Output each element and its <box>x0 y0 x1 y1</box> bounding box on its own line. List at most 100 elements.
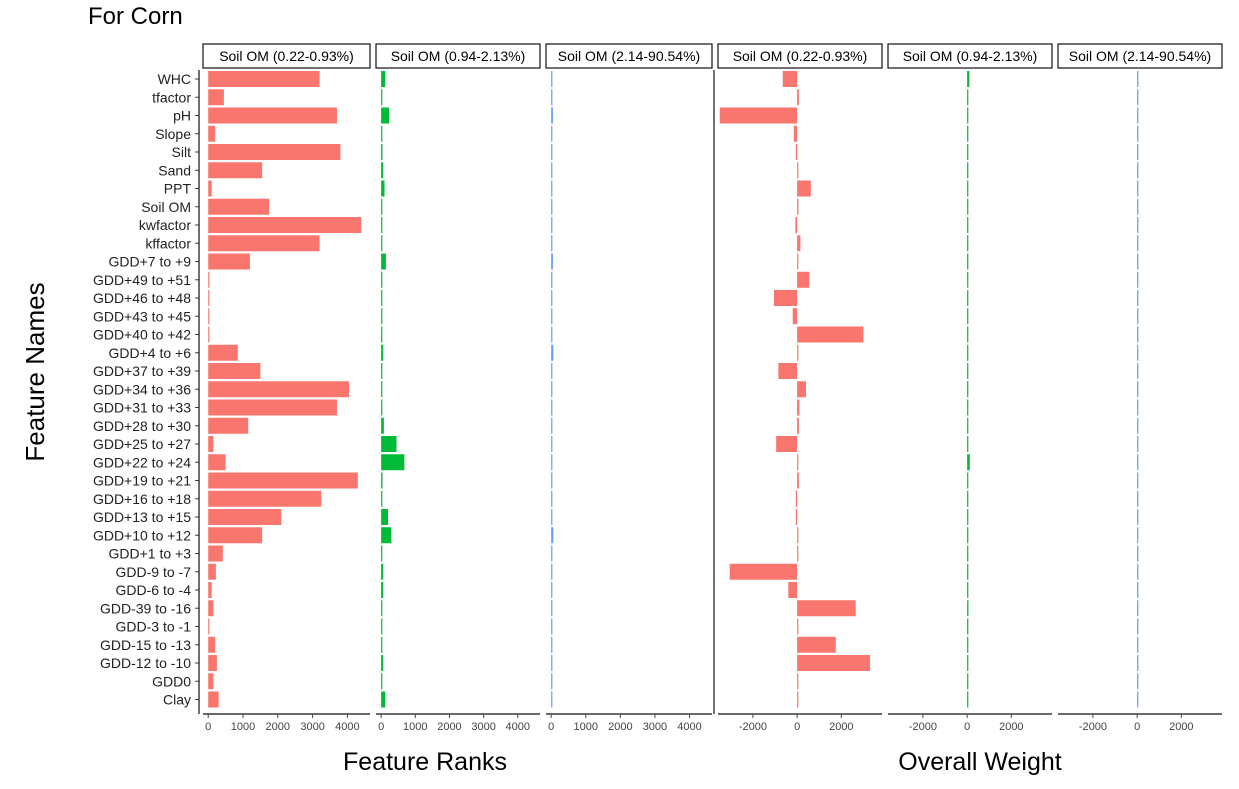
bar <box>551 253 553 270</box>
bar <box>551 655 553 671</box>
x-tick-label: 4000 <box>335 721 359 733</box>
bar <box>208 217 362 233</box>
feature-label: GDD+16 to +18 <box>93 491 191 507</box>
bar <box>208 673 214 690</box>
bar <box>551 636 553 653</box>
bar <box>208 344 238 361</box>
x-tick-label: 2000 <box>437 721 461 733</box>
feature-label: GDD+31 to +33 <box>93 400 191 416</box>
bar <box>208 326 210 343</box>
x-tick-label: 0 <box>378 721 384 733</box>
bar <box>1137 545 1139 562</box>
bar <box>967 308 969 325</box>
bar <box>1137 636 1139 653</box>
feature-label: GDD+40 to +42 <box>93 327 191 343</box>
feature-label: GDD+25 to +27 <box>93 436 191 452</box>
bar <box>967 253 969 270</box>
feature-label: GDD+37 to +39 <box>93 363 191 379</box>
bar <box>381 618 383 635</box>
feature-label: GDD+28 to +30 <box>93 418 191 434</box>
bar <box>551 217 553 233</box>
bar <box>967 235 969 252</box>
x-tick-label: 1000 <box>231 721 255 733</box>
panel-strip-label: Soil OM (0.94-2.13%) <box>903 48 1038 64</box>
bar <box>1137 691 1139 708</box>
bar <box>797 655 871 671</box>
bar <box>967 344 969 361</box>
bar <box>208 381 350 398</box>
bar <box>967 399 969 416</box>
bar <box>551 107 553 124</box>
bar <box>381 107 389 124</box>
bar <box>208 162 263 179</box>
bar <box>797 326 864 343</box>
bar <box>1137 253 1139 270</box>
bar <box>208 454 226 471</box>
bar <box>381 600 383 617</box>
bar <box>1137 600 1139 617</box>
bar <box>967 363 969 379</box>
panel-strip-label: Soil OM (0.94-2.13%) <box>391 48 526 64</box>
chart-title: For Corn <box>88 3 183 30</box>
bar <box>1137 582 1139 598</box>
bar <box>1137 472 1139 489</box>
bar <box>551 399 553 416</box>
bar <box>208 89 224 106</box>
x-tick-label: -2000 <box>739 721 767 733</box>
bar <box>551 509 553 525</box>
bar <box>381 344 384 361</box>
bar <box>208 235 320 252</box>
feature-label: GDD+1 to +3 <box>109 546 192 562</box>
feature-label: GDD-3 to -1 <box>116 619 192 635</box>
bar <box>551 344 554 361</box>
x-axis-title-weight: Overall Weight <box>898 748 1062 776</box>
bar <box>967 436 969 452</box>
bar <box>795 144 798 160</box>
bar <box>1137 436 1139 452</box>
bar <box>381 655 384 671</box>
bar <box>208 655 217 671</box>
bar <box>381 180 385 197</box>
bar <box>797 618 799 635</box>
bar <box>1137 509 1139 525</box>
bar <box>967 490 969 507</box>
bar <box>551 180 553 197</box>
bar <box>797 472 799 489</box>
feature-label: GDD+34 to +36 <box>93 381 191 397</box>
bar <box>381 271 383 288</box>
bar <box>208 490 322 507</box>
bar <box>967 125 969 142</box>
feature-label: GDD+43 to +45 <box>93 308 191 324</box>
feature-label: GDD+46 to +48 <box>93 290 191 306</box>
x-tick-label: 2000 <box>829 721 853 733</box>
bar <box>797 545 799 562</box>
bar <box>1137 363 1139 379</box>
bar <box>778 363 798 379</box>
bar <box>1137 198 1139 215</box>
feature-label: Slope <box>155 126 191 142</box>
bar <box>381 472 383 489</box>
bar <box>208 107 337 124</box>
bar <box>967 290 969 306</box>
bar <box>967 691 969 708</box>
bar <box>208 636 216 653</box>
feature-label: Silt <box>172 144 192 160</box>
bar <box>208 399 337 416</box>
bar <box>967 618 969 635</box>
bar <box>967 162 969 179</box>
panel-strip-label: Soil OM (2.14-90.54%) <box>558 48 700 64</box>
feature-label: GDD+19 to +21 <box>93 473 191 489</box>
bar <box>208 198 270 215</box>
feature-label: tfactor <box>152 89 191 105</box>
bar <box>381 363 383 379</box>
bar <box>551 472 553 489</box>
feature-label: WHC <box>158 71 191 87</box>
bar <box>967 582 969 598</box>
bar <box>381 198 383 215</box>
feature-label: kwfactor <box>139 217 191 233</box>
bar <box>208 527 263 544</box>
bar <box>967 655 969 671</box>
bar <box>1137 454 1139 471</box>
x-tick-label: 3000 <box>643 721 667 733</box>
bar <box>208 417 249 434</box>
